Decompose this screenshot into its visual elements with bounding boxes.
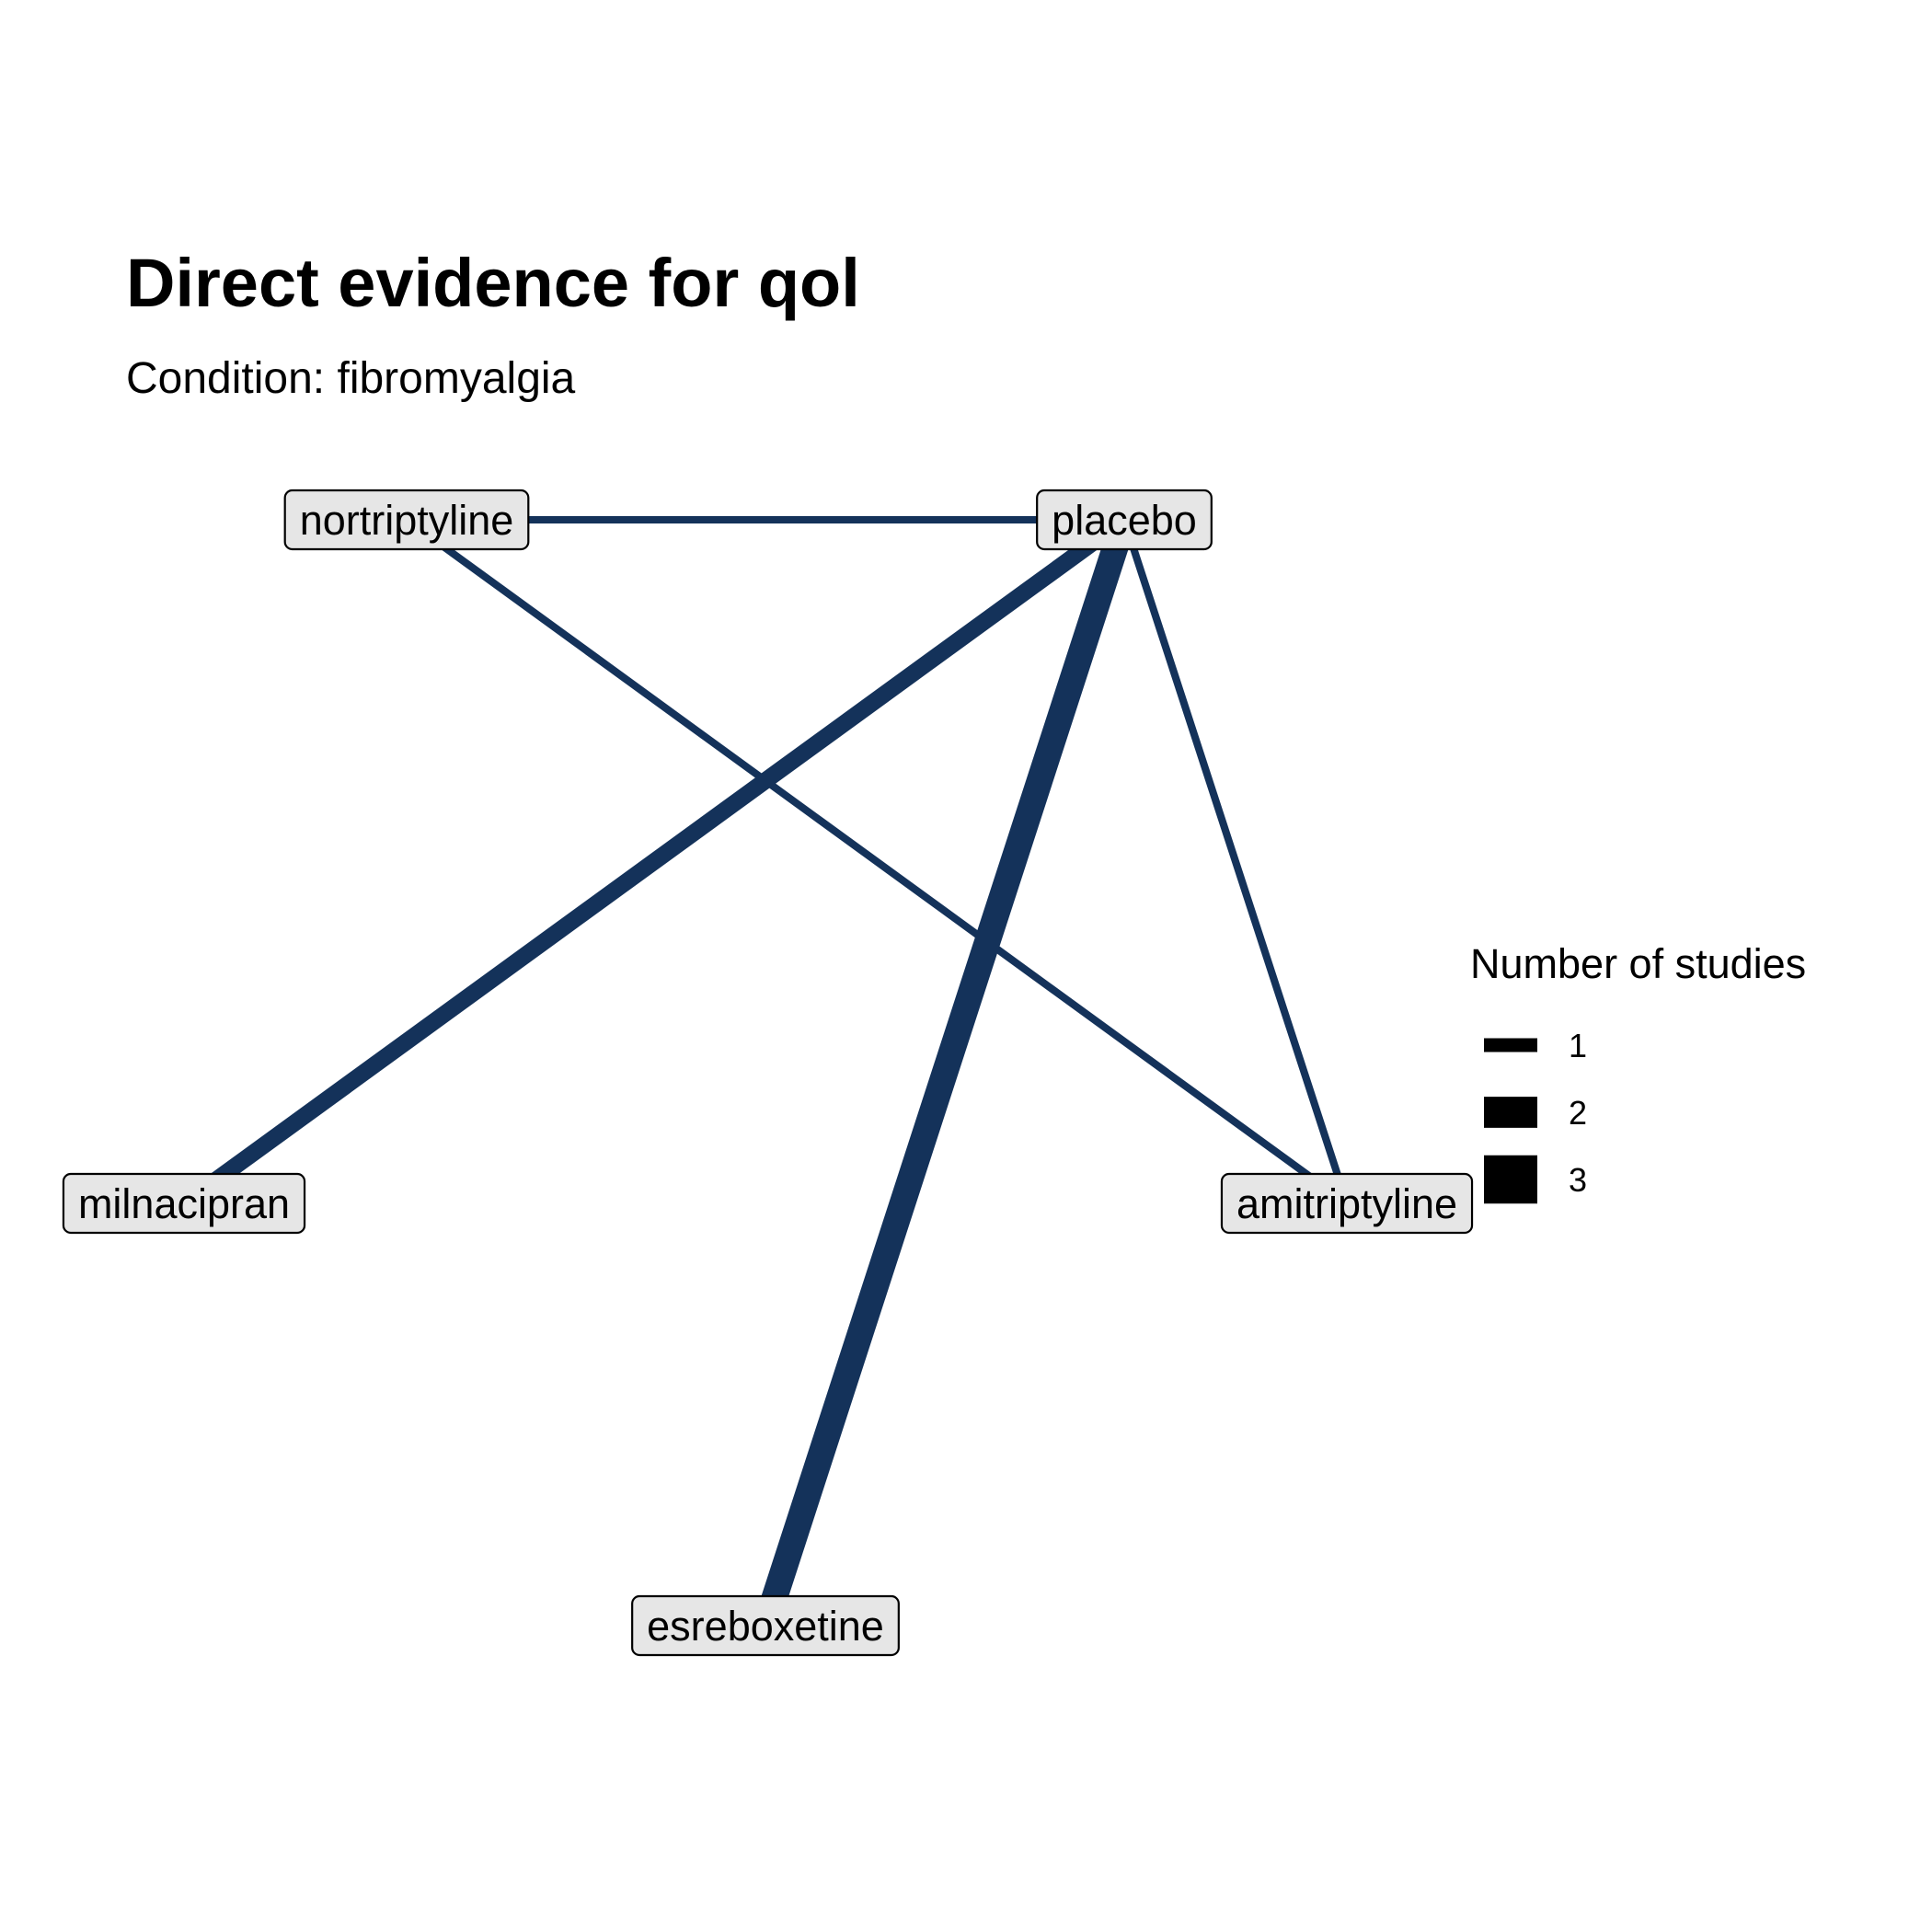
edges-layer [178, 512, 1351, 1630]
node-box [1036, 489, 1213, 551]
node-label: placebo [1052, 497, 1197, 544]
legend-items: 1 2 3 [1484, 1027, 1587, 1204]
node-box [1220, 1172, 1474, 1235]
legend: Number of studies 1 2 3 [1470, 940, 1806, 1204]
node-placebo: placebo [1036, 489, 1213, 551]
node-label: milnacipran [78, 1180, 290, 1227]
legend-label-3: 3 [1569, 1161, 1587, 1199]
nodes-layer: nortriptyline placebo milnacipran amitripty… [62, 489, 1474, 1657]
edge-nortriptyline-amitriptyline [404, 516, 1350, 1207]
node-milnacipran: milnacipran [62, 1172, 306, 1235]
diagram-title: Direct evidence for qol [126, 245, 860, 321]
node-box [283, 489, 530, 551]
legend-label-2: 2 [1569, 1094, 1587, 1132]
node-label: amitriptyline [1236, 1180, 1457, 1227]
node-amitriptyline: amitriptyline [1220, 1172, 1474, 1235]
node-nortriptyline: nortriptyline [283, 489, 530, 551]
edge-placebo-amitriptyline [1121, 518, 1351, 1205]
node-box [631, 1594, 900, 1657]
node-label: esreboxetine [647, 1603, 884, 1650]
legend-label-1: 1 [1569, 1027, 1587, 1064]
node-label: nortriptyline [300, 497, 514, 544]
legend-title: Number of studies [1470, 940, 1806, 987]
node-box [62, 1172, 306, 1235]
diagram-subtitle: Condition: fibromyalgia [126, 354, 576, 403]
edge-placebo-milnacipran [178, 512, 1130, 1211]
edge-placebo-esreboxetine [753, 515, 1137, 1630]
node-esreboxetine: esreboxetine [631, 1594, 900, 1657]
